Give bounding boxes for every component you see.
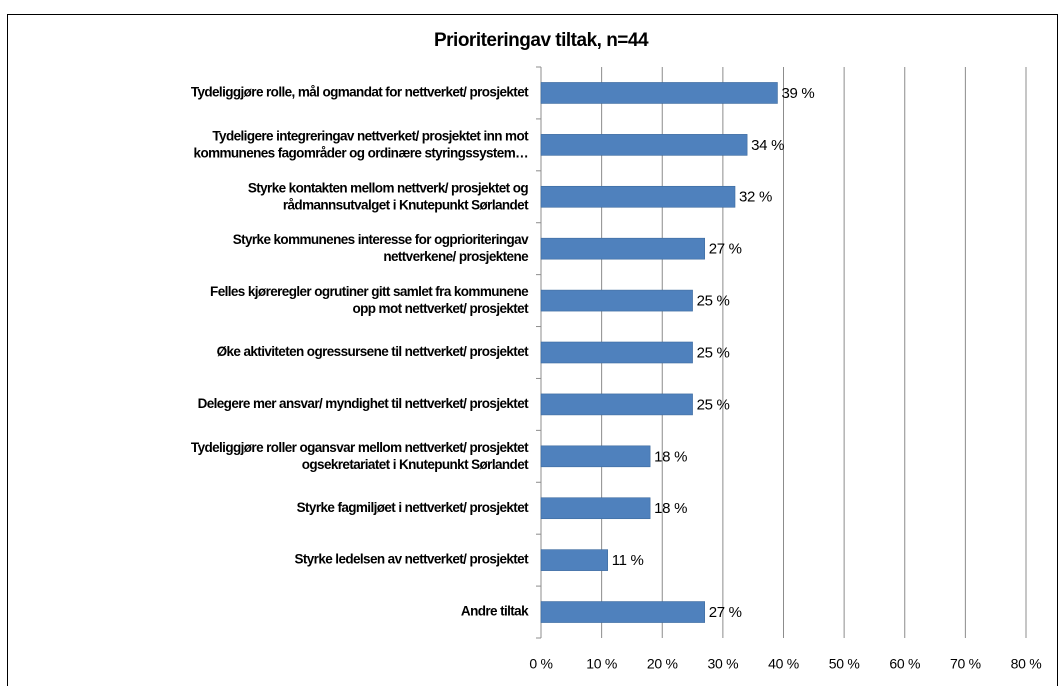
- value-label: 25 %: [697, 293, 730, 310]
- bar: [540, 341, 693, 364]
- bar: [540, 237, 705, 260]
- bar: [540, 393, 693, 416]
- y-tick-label: Andre tiltak: [461, 604, 529, 619]
- x-tick-label: 20 %: [647, 656, 678, 672]
- x-tick-label: 30 %: [708, 656, 739, 672]
- y-tick-label: Øke aktiviteten ogressursene til nettver…: [217, 344, 529, 359]
- value-label: 18 %: [654, 448, 687, 465]
- bar: [540, 445, 651, 468]
- chart-border: [7, 14, 1058, 686]
- chart-title: Prioriteringav tiltak, n=44: [434, 30, 649, 51]
- y-tick-label: Felles kjøreregler ogrutiner gitt samlet…: [210, 284, 529, 316]
- x-tick-label: 40 %: [768, 656, 799, 672]
- y-tick-label: Styrke fagmiljøet i nettverket/ prosjekt…: [297, 500, 529, 515]
- value-label: 25 %: [697, 344, 730, 361]
- bar: [540, 549, 608, 571]
- x-tick-label: 10 %: [586, 656, 617, 672]
- value-label: 11 %: [612, 552, 644, 569]
- bar: [540, 134, 748, 156]
- y-tick-label: Tydeliggjøre rolle, mål ogmandat for net…: [191, 85, 529, 100]
- bar: [540, 185, 736, 208]
- y-tick-label: Styrke kontakten mellom nettverk/ prosje…: [248, 180, 529, 212]
- bar: [540, 82, 778, 104]
- y-tick-label: Styrke ledelsen av nettverket/ prosjekte…: [294, 552, 529, 567]
- value-label: 18 %: [654, 500, 687, 517]
- y-tick-label: Tydeligere integreringav nettverket/ pro…: [194, 128, 530, 160]
- value-label: 27 %: [709, 604, 742, 621]
- bar: [540, 601, 705, 623]
- x-tick-label: 0 %: [529, 656, 552, 672]
- value-label: 25 %: [697, 396, 730, 413]
- bar: [540, 497, 651, 520]
- value-label: 39 %: [781, 85, 814, 102]
- bar: [540, 289, 693, 312]
- x-tick-label: 70 %: [950, 656, 981, 672]
- y-tick-label: Tydeliggjøre roller ogansvar mellom nett…: [191, 439, 529, 471]
- y-tick-label: Styrke kommunenes interesse for ogpriori…: [233, 232, 529, 264]
- value-label: 34 %: [751, 137, 784, 154]
- value-label: 32 %: [739, 189, 772, 206]
- y-tick-label: Delegere mer ansvar/ myndighet til nettv…: [198, 396, 530, 411]
- x-tick-label: 80 %: [1011, 656, 1042, 672]
- x-tick-label: 60 %: [889, 656, 920, 672]
- x-tick-label: 50 %: [829, 656, 860, 672]
- value-label: 27 %: [709, 241, 742, 258]
